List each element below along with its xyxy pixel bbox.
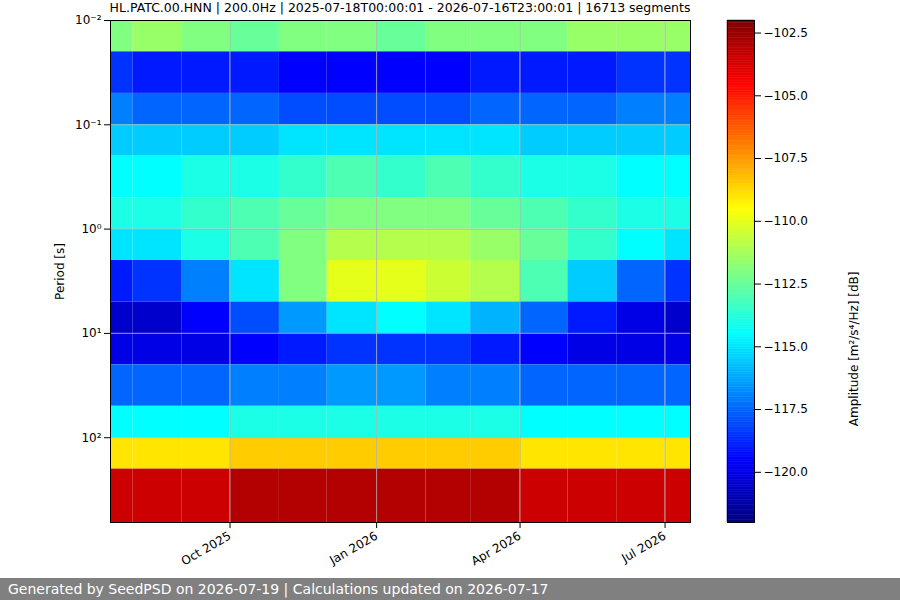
svg-text:−120.0: −120.0 <box>764 465 808 479</box>
html-text:HL.PATC.00.HNN | 200.0Hz | 202: HL.PATC.00.HNN | 200.0Hz | 2025-07-18T00… <box>109 0 691 15</box>
svg-text:−117.5: −117.5 <box>764 402 808 416</box>
svg-text:10⁰: 10⁰ <box>81 222 101 236</box>
svg-text:−102.5: −102.5 <box>764 26 808 40</box>
svg-text:Oct 2025: Oct 2025 <box>179 529 234 569</box>
svg-text:Apr 2026: Apr 2026 <box>469 529 524 569</box>
svg-text:−112.5: −112.5 <box>764 277 808 291</box>
svg-text:−107.5: −107.5 <box>764 151 808 165</box>
svg-text:−105.0: −105.0 <box>764 89 808 103</box>
svg-text:10⁻¹: 10⁻¹ <box>75 118 102 132</box>
svg-text:10¹: 10¹ <box>81 326 101 340</box>
svg-text:−110.0: −110.0 <box>764 214 808 228</box>
svg-text:10²: 10² <box>81 431 101 445</box>
svg-text:Jan 2026: Jan 2026 <box>326 529 380 568</box>
svg-text:−115.0: −115.0 <box>764 340 808 354</box>
svg-text:Period [s]: Period [s] <box>53 243 67 300</box>
svg-text:Jul 2026: Jul 2026 <box>618 529 668 566</box>
svg-text:Amplitude [m²/s⁴/Hz] [dB]: Amplitude [m²/s⁴/Hz] [dB] <box>847 272 861 427</box>
html-text:Generated by SeedPSD on 2026-0: Generated by SeedPSD on 2026-07-19 | Cal… <box>8 581 549 597</box>
svg-text:10⁻²: 10⁻² <box>75 13 102 27</box>
